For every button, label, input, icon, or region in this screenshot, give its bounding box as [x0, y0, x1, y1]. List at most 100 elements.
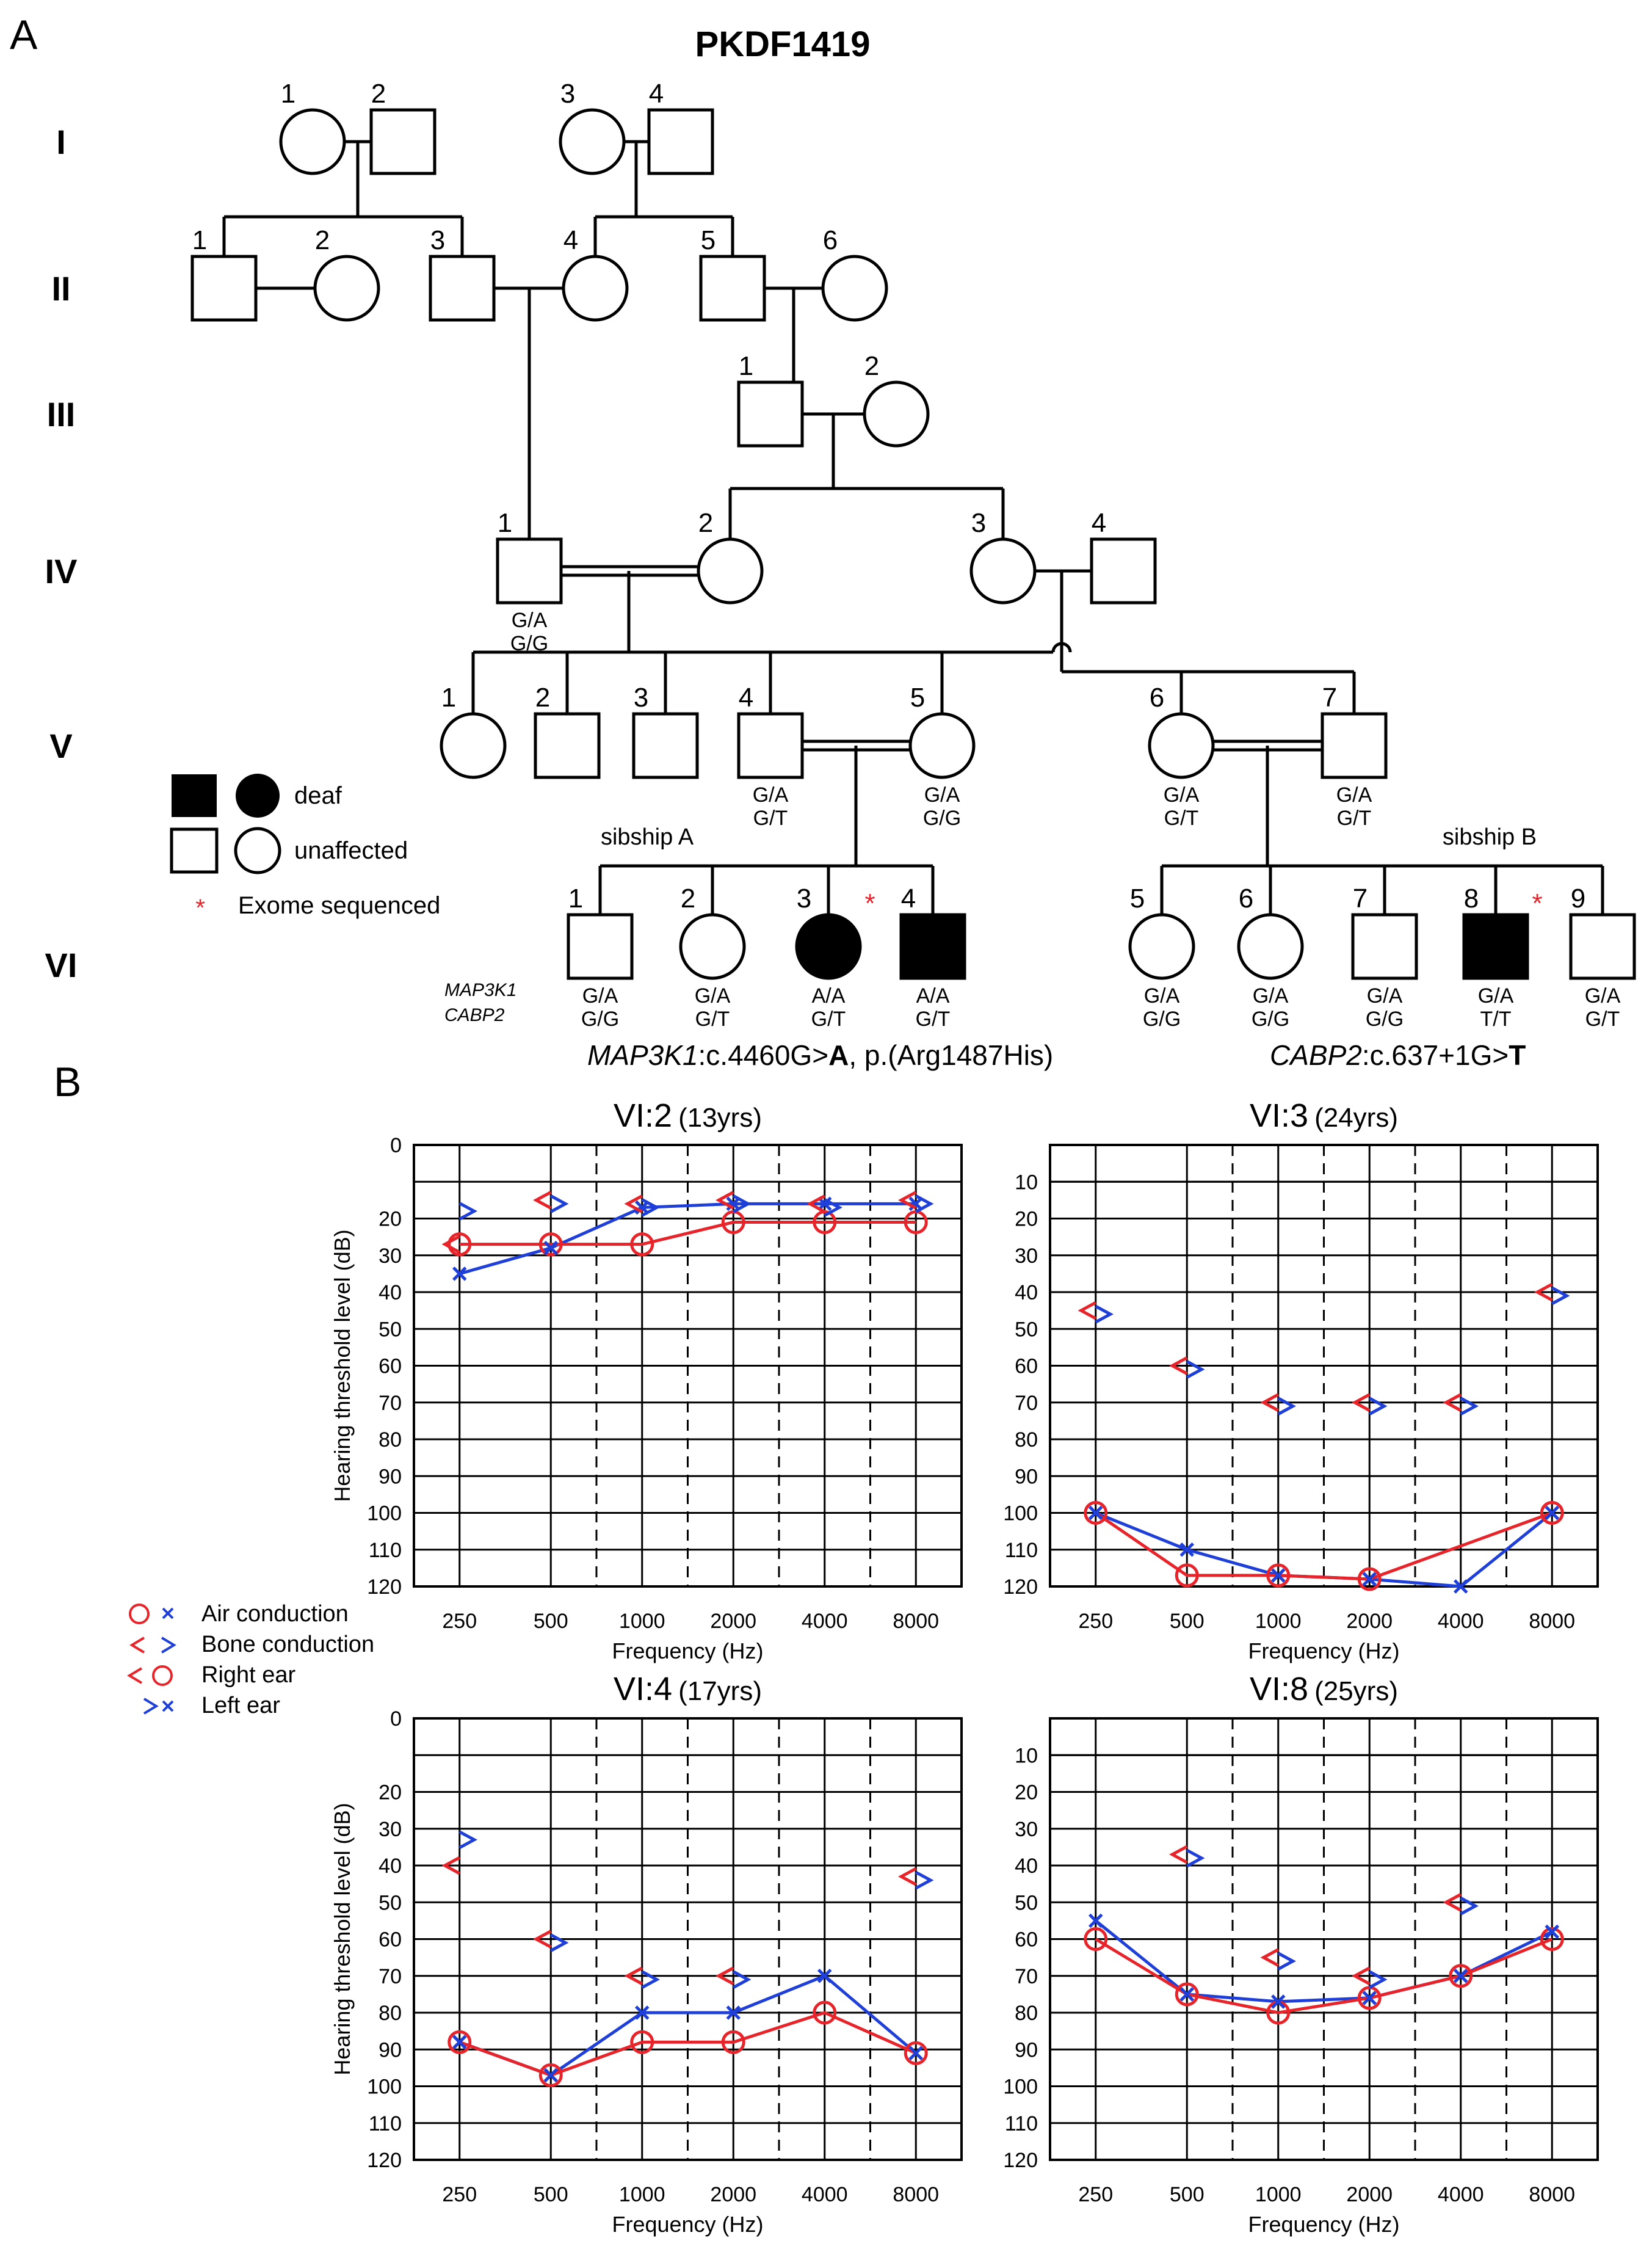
individual-number: 7	[1322, 683, 1337, 713]
y-tick-label: 100	[367, 2076, 402, 2099]
legend-air-x	[162, 1607, 174, 1619]
individual-number: 4	[1092, 508, 1106, 538]
genotype-cabp2: G/T	[1585, 1008, 1620, 1031]
genotype-map3k1: G/A	[1585, 984, 1621, 1008]
genotype-map3k1: G/A	[1253, 984, 1289, 1008]
right-air-marker	[1175, 1563, 1199, 1588]
genotype-cabp2: G/T	[916, 1008, 951, 1031]
legend-air-text: Air conduction	[201, 1601, 349, 1627]
x-tick-label: 4000	[802, 1610, 848, 1633]
y-tick-label: 0	[390, 1707, 402, 1731]
left-air-marker	[1545, 1924, 1560, 1939]
male-symbol	[496, 537, 563, 605]
left-air-marker	[452, 1266, 467, 1281]
female-symbol	[1237, 913, 1304, 980]
right-bone-marker	[1352, 1966, 1371, 1985]
female-symbol	[697, 537, 764, 605]
x-tick-label: 250	[442, 2183, 477, 2206]
y-tick-label: 30	[1015, 1244, 1038, 1268]
right-air-marker	[904, 2041, 928, 2065]
x-tick-label: 8000	[1529, 2183, 1575, 2206]
x-tick-label: 1000	[619, 2183, 665, 2206]
male-symbol	[737, 712, 804, 779]
y-tick-label: 30	[379, 1818, 402, 1841]
right-bone-marker	[533, 1191, 552, 1210]
x-tick-label: 250	[442, 1610, 477, 1633]
female-symbol	[821, 255, 888, 322]
y-axis-label: Hearing threshold level (dB)	[330, 1229, 355, 1502]
left-bone-marker	[1551, 1286, 1570, 1306]
individual-number: 2	[371, 79, 386, 109]
generation-label: VI	[45, 946, 78, 984]
audiogram-title: VI:2 (13yrs)	[614, 1097, 762, 1134]
x-tick-label: 4000	[802, 2183, 848, 2206]
y-tick-label: 40	[1015, 1281, 1038, 1304]
x-tick-label: 2000	[1346, 2183, 1393, 2206]
male-symbol	[369, 108, 437, 175]
generation-label: IV	[45, 552, 78, 590]
left-bone-marker	[733, 1194, 752, 1213]
left-air-marker	[1270, 1568, 1286, 1583]
genotype-cabp2: G/T	[753, 807, 788, 830]
genotype-cabp2: G/G	[1366, 1008, 1404, 1031]
y-tick-label: 110	[369, 2112, 402, 2135]
audiogram-title: VI:8 (25yrs)	[1250, 1671, 1398, 1707]
y-tick-label: 50	[379, 1891, 402, 1914]
x-tick-label: 1000	[1255, 2183, 1302, 2206]
individual-number: 3	[634, 683, 648, 713]
male-symbol	[899, 913, 966, 980]
genotype-cabp2: G/G	[1252, 1008, 1289, 1031]
left-air-marker	[543, 1240, 559, 1255]
left-bone-marker	[1277, 1952, 1296, 1971]
y-tick-label: 90	[379, 1465, 402, 1488]
female-symbol	[679, 913, 746, 980]
left-air-marker	[1453, 1579, 1468, 1594]
left-air-marker	[726, 2005, 741, 2020]
left-air-marker	[1362, 1991, 1377, 2005]
right-bone-marker	[716, 1966, 734, 1985]
individual-number: 2	[698, 508, 713, 538]
audiogram-2: 0 20 30 40 50 60 70 80 90 100 110 120 250 500 1000 2000…	[330, 1671, 963, 2237]
right-air-marker	[1540, 1501, 1564, 1525]
individual-number: 2	[535, 683, 550, 713]
left-bone-marker	[1460, 1897, 1479, 1916]
right-air-marker	[813, 1210, 837, 1235]
mutation-caption: CABP2:c.637+1G>T	[1270, 1039, 1526, 1071]
left-air-marker	[1545, 1505, 1560, 1521]
sibship-b-label: sibship B	[1443, 824, 1537, 850]
audiogram-subject: VI:8	[1250, 1671, 1308, 1707]
x-tick-label: 4000	[1438, 2183, 1484, 2206]
male-symbol	[647, 108, 714, 175]
mutation-protein: , p.(Arg1487His)	[849, 1039, 1053, 1071]
y-tick-label: 70	[1015, 1392, 1038, 1415]
left-bone-marker	[1277, 1397, 1296, 1415]
legend-unaffected-text: unaffected	[294, 837, 408, 864]
individual-number: 6	[823, 225, 838, 255]
right-air-marker	[538, 1232, 563, 1257]
x-tick-label: 1000	[1255, 1610, 1302, 1633]
genotype-cabp2: G/G	[923, 807, 961, 830]
right-bone-marker	[1169, 1845, 1188, 1864]
left-bone-marker	[1186, 1360, 1205, 1379]
y-tick-label: 20	[1015, 1208, 1038, 1231]
x-axis-label: Frequency (Hz)	[612, 2212, 763, 2237]
left-bone-marker	[915, 1194, 934, 1213]
female-symbol	[908, 712, 976, 779]
audiogram-3: 10 20 30 40 50 60 70 80 90 100 110 120 250 500 1000 200…	[1003, 1671, 1599, 2237]
male-symbol	[190, 255, 258, 322]
audiogram-title: VI:4 (17yrs)	[614, 1671, 762, 1707]
y-tick-label: 50	[1015, 1318, 1038, 1341]
series-line	[459, 1221, 916, 1246]
left-air-marker	[1179, 1542, 1195, 1557]
left-bone-marker	[458, 1830, 477, 1849]
y-tick-label: 120	[367, 2149, 402, 2172]
legend-left-text: Left ear	[201, 1693, 280, 1718]
male-symbol	[1090, 537, 1157, 605]
x-tick-label: 1000	[619, 1610, 665, 1633]
left-air-marker	[452, 2035, 467, 2049]
right-air-marker	[721, 2030, 745, 2054]
y-tick-label: 100	[367, 1502, 402, 1525]
generation-label: I	[56, 123, 66, 161]
